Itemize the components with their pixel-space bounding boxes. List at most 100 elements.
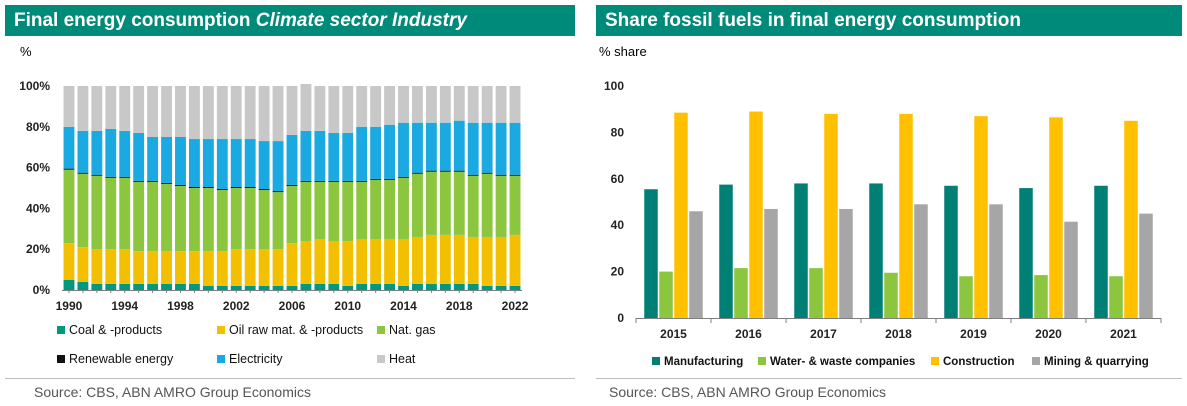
legend-label-heat: Heat [389,352,416,366]
bar-renewable-energy-1990 [63,168,75,170]
legend-swatch-renewable-energy [57,355,65,363]
bar-electricity-1999 [188,139,200,187]
bar-heat-1993 [105,86,117,129]
bar-coal-products-2017 [439,283,451,290]
bar-mining-quarrying-2016 [764,208,778,318]
bar-nat-gas-1996 [147,181,159,252]
bar-heat-2018 [453,86,465,121]
bar-manufacturing-2016 [719,184,733,318]
bar-electricity-1997 [161,137,172,183]
bar-oil-raw-mat-products-2001 [216,251,228,286]
bar-coal-products-2001 [216,285,228,290]
bar-nat-gas-2003 [244,188,256,250]
bar-construction-2015 [674,112,688,319]
bar-oil-raw-mat-products-1998 [175,251,186,284]
bar-coal-products-1995 [133,283,145,290]
bar-oil-raw-mat-products-2019 [467,236,479,284]
bar-oil-raw-mat-products-2016 [425,234,437,284]
bar-oil-raw-mat-products-2006 [286,243,298,286]
bar-coal-products-2016 [425,283,437,290]
bar-coal-products-1999 [188,283,200,290]
right-chart-panel: Share fossil fuels in final energy consu… [591,0,1187,406]
x-tick-label: 2006 [279,299,306,313]
bar-construction-2017 [824,113,838,318]
bar-heat-1997 [161,86,172,137]
bar-heat-1996 [147,86,159,137]
bar-coal-products-2002 [230,285,242,290]
bar-coal-products-1993 [105,283,117,290]
left-source-text: Source: CBS, ABN AMRO Group Economics [34,384,311,400]
legend-swatch-coal-products [57,326,65,334]
bar-coal-products-1998 [175,283,186,290]
bar-nat-gas-1992 [91,175,103,250]
bar-heat-2015 [412,86,423,123]
bar-renewable-energy-1997 [161,182,172,184]
bar-oil-raw-mat-products-1996 [147,251,159,284]
bar-electricity-2007 [300,130,312,181]
bar-manufacturing-2019 [944,185,958,318]
bar-renewable-energy-2022 [509,174,521,176]
bar-mining-quarrying-2020 [1064,221,1078,318]
bar-heat-2006 [286,86,298,135]
bar-electricity-2019 [467,122,479,175]
bar-electricity-2002 [230,139,242,187]
bar-nat-gas-2006 [286,185,298,244]
right-y-unit-label: % share [599,44,647,59]
bar-renewable-energy-2017 [439,170,451,172]
bar-nat-gas-2016 [425,171,437,235]
bar-oil-raw-mat-products-2005 [272,249,284,286]
bar-oil-raw-mat-products-2004 [258,249,270,286]
bar-construction-2018 [899,113,913,318]
bar-mining-quarrying-2015 [689,211,703,318]
bar-water-waste-companies-2021 [1109,276,1123,318]
bar-manufacturing-2018 [869,183,883,318]
bar-nat-gas-2015 [412,173,423,237]
bar-heat-2003 [244,86,256,140]
bar-nat-gas-2012 [370,179,382,239]
y-tick-label: 100% [19,79,50,93]
bar-heat-2010 [342,86,354,133]
legend-swatch-construction [931,357,939,365]
bar-heat-2016 [425,86,437,123]
bar-electricity-2008 [314,130,326,181]
x-tick-label: 2022 [502,299,529,313]
bar-electricity-2015 [412,122,423,173]
bar-heat-2005 [272,86,284,142]
legend-swatch-nat-gas [377,326,385,334]
x-tick-label: 2016 [735,327,762,341]
bar-oil-raw-mat-products-2020 [481,236,493,286]
bar-oil-raw-mat-products-2013 [384,239,396,284]
y-tick-label: 40% [26,201,50,215]
y-tick-label: 80 [611,125,625,139]
right-source-rule [596,378,1182,379]
bar-coal-products-1992 [91,283,103,290]
bar-mining-quarrying-2017 [839,208,853,318]
bar-electricity-2012 [370,126,382,179]
bar-water-waste-companies-2019 [959,276,973,318]
bar-nat-gas-2004 [258,190,270,250]
bar-nat-gas-1997 [161,183,172,252]
bar-oil-raw-mat-products-2010 [342,241,354,286]
bar-renewable-energy-1998 [175,184,186,186]
bar-heat-2020 [481,86,493,123]
bar-nat-gas-2002 [230,188,242,250]
bar-renewable-energy-2020 [481,172,493,174]
bar-heat-2012 [370,86,382,127]
bar-renewable-energy-2010 [342,180,354,182]
bar-construction-2020 [1049,117,1063,318]
bar-oil-raw-mat-products-1999 [188,251,200,284]
bar-heat-2011 [356,86,368,127]
legend-label-mining-quarrying: Mining & quarrying [1044,356,1149,368]
bar-oil-raw-mat-products-1990 [63,243,75,280]
left-chart-panel: Final energy consumption Climate sector … [0,0,580,406]
bar-heat-2013 [384,86,396,125]
bar-oil-raw-mat-products-2002 [230,249,242,286]
bar-manufacturing-2021 [1094,185,1108,318]
bar-oil-raw-mat-products-2017 [439,234,451,284]
bar-coal-products-1997 [161,283,172,290]
y-tick-label: 0 [617,311,624,325]
left-chart-title: Final energy consumption Climate sector … [5,5,575,36]
y-tick-label: 60% [26,161,50,175]
bar-nat-gas-2000 [202,188,214,252]
bar-renewable-energy-2014 [398,176,409,178]
